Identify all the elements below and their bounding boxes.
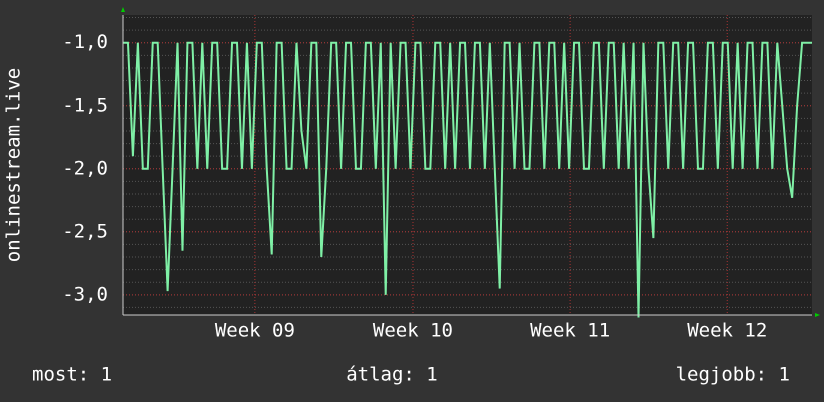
axis-arrow	[121, 7, 125, 12]
axis-arrow	[815, 313, 820, 317]
x-tick-label: Week 09	[215, 320, 295, 342]
x-tick-label: Week 11	[530, 320, 610, 342]
data-line	[123, 41, 812, 318]
y-tick-label: -2,5	[62, 220, 108, 242]
footer-stat: átlag: 1	[346, 364, 438, 386]
footer-stat: most: 1	[32, 364, 112, 386]
x-tick-label: Week 10	[373, 320, 453, 342]
y-axis-label: onlinestream.live	[3, 68, 25, 262]
y-tick-label: -3,0	[62, 283, 108, 305]
grid	[123, 15, 812, 315]
y-tick-label: -1,0	[62, 31, 108, 53]
y-tick-label: -1,5	[62, 94, 108, 116]
y-tick-label: -2,0	[62, 157, 108, 179]
footer-stat: legjobb: 1	[676, 364, 790, 386]
x-tick-label: Week 12	[687, 320, 767, 342]
marks	[123, 41, 812, 318]
